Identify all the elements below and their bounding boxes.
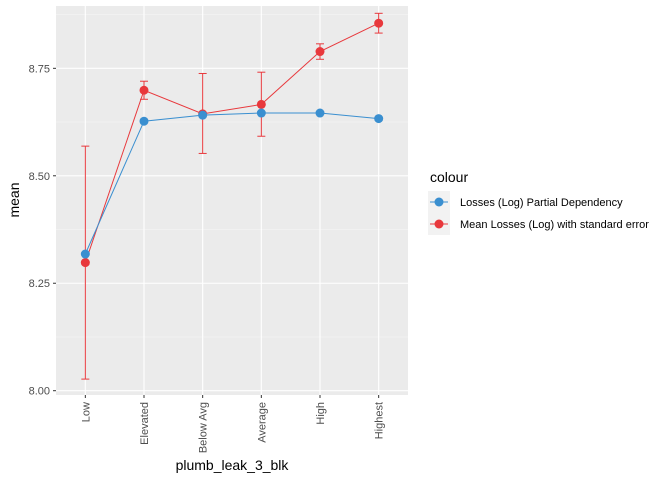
legend-key-point bbox=[434, 219, 444, 229]
x-axis-title: plumb_leak_3_blk bbox=[176, 457, 290, 473]
x-tick-label: Elevated bbox=[139, 402, 151, 445]
x-tick-label: Average bbox=[256, 402, 268, 443]
x-tick-label: Highest bbox=[374, 402, 386, 439]
data-point bbox=[256, 108, 266, 118]
data-point bbox=[374, 114, 384, 124]
data-point bbox=[80, 249, 90, 259]
data-point bbox=[374, 18, 384, 28]
legend-label: Mean Losses (Log) with standard error bbox=[460, 219, 649, 231]
legend-label: Losses (Log) Partial Dependency bbox=[460, 197, 623, 209]
x-tick-label: Below Avg bbox=[198, 402, 210, 453]
major-gridlines bbox=[56, 6, 408, 395]
x-tick-label: High bbox=[315, 402, 327, 425]
data-point bbox=[315, 47, 325, 57]
series-line bbox=[84, 22, 379, 263]
y-axis: 8.00 8.25 8.50 8.75 bbox=[29, 63, 56, 398]
y-axis-title: mean bbox=[6, 182, 22, 217]
data-point bbox=[198, 110, 208, 120]
data-point bbox=[139, 85, 149, 95]
data-point bbox=[315, 108, 325, 118]
legend-key-point bbox=[434, 197, 444, 207]
series-line bbox=[84, 112, 379, 255]
data-point bbox=[139, 116, 149, 126]
legend-item-partial-dependency: Losses (Log) Partial Dependency bbox=[428, 191, 623, 213]
y-tick-label: 8.50 bbox=[29, 171, 50, 183]
legend-item-mean-losses: Mean Losses (Log) with standard error bbox=[428, 213, 649, 235]
x-axis: Low Elevated Below Avg Average High Highest bbox=[80, 395, 386, 453]
x-tick-label: Low bbox=[80, 402, 92, 422]
legend-title: colour bbox=[430, 169, 468, 185]
series-layer bbox=[80, 12, 384, 380]
y-tick-label: 8.25 bbox=[29, 278, 50, 290]
plot-panel bbox=[56, 6, 408, 395]
y-tick-label: 8.75 bbox=[29, 63, 50, 75]
data-point bbox=[256, 99, 266, 109]
data-point bbox=[80, 258, 90, 268]
minor-gridlines bbox=[56, 14, 408, 338]
legend: colour Losses (Log) Partial Dependency M… bbox=[428, 169, 649, 235]
y-tick-label: 8.00 bbox=[29, 386, 50, 398]
series-0 bbox=[80, 108, 384, 259]
